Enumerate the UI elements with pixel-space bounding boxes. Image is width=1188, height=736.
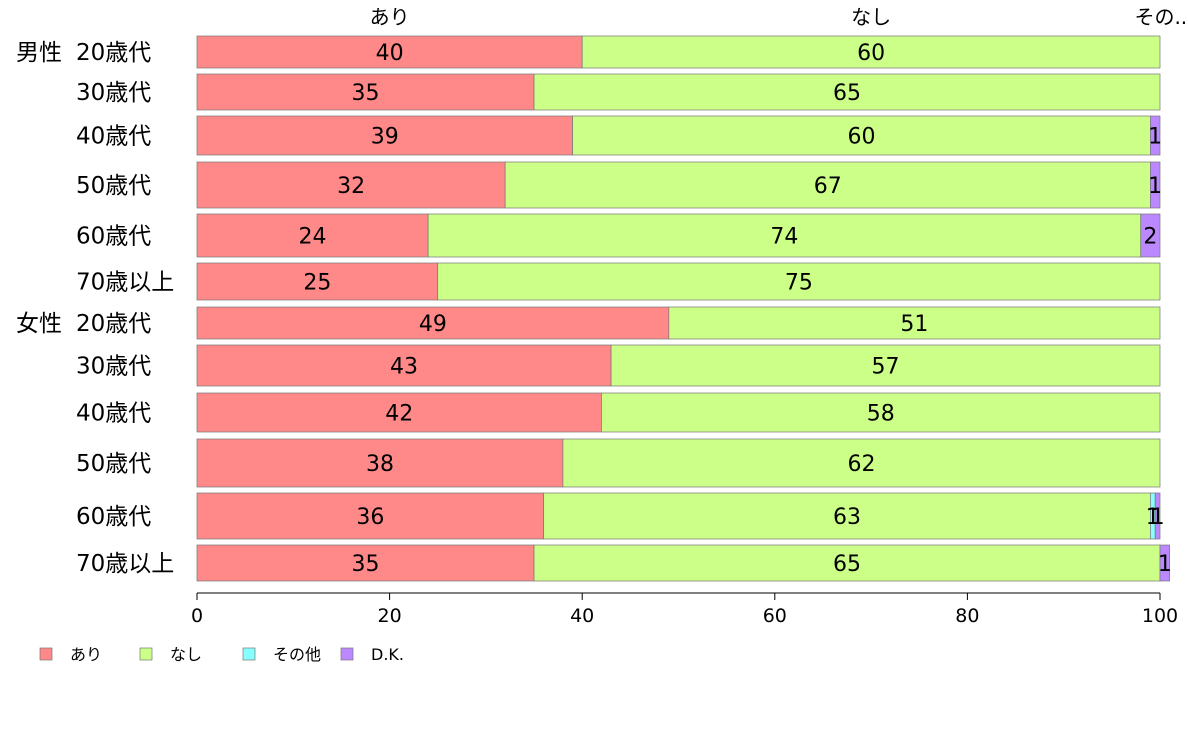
data-label-あり-5: 24 — [299, 225, 327, 250]
bar-あり-8 — [196, 344, 612, 387]
legend-swatch-D.K. — [340, 647, 354, 661]
category-label-6: 70歳以上 — [76, 270, 174, 296]
legend: あり なし その他 D.K. — [39, 645, 404, 664]
legend-swatch-その他 — [242, 647, 256, 661]
x-tick-label-60: 60 — [763, 605, 787, 627]
data-label-あり-3: 39 — [371, 125, 399, 150]
data-label-なし-6: 75 — [785, 271, 813, 296]
category-label-8: 30歳代 — [76, 354, 151, 380]
data-label-あり-6: 25 — [303, 271, 331, 296]
data-label-なし-1: 60 — [857, 41, 885, 66]
data-label-なし-2: 65 — [833, 81, 861, 106]
bar-なし-10 — [562, 438, 1161, 488]
x-tick-label-20: 20 — [378, 605, 402, 627]
data-label-D.K.-11: 1 — [1151, 505, 1165, 530]
data-label-D.K.-12: 1 — [1158, 552, 1172, 577]
category-label-2: 30歳代 — [76, 80, 151, 106]
bar-あり-1 — [196, 35, 583, 69]
bar-あり-5 — [196, 213, 429, 258]
bar-あり-4 — [196, 161, 506, 209]
data-label-あり-10: 38 — [366, 452, 394, 477]
bar-D.K.-3 — [1150, 115, 1161, 156]
data-label-あり-7: 49 — [419, 312, 447, 337]
data-label-なし-10: 62 — [847, 452, 875, 477]
data-label-なし-5: 74 — [770, 225, 798, 250]
bar-なし-7 — [668, 306, 1161, 340]
bar-なし-1 — [581, 35, 1161, 69]
data-label-あり-4: 32 — [337, 174, 365, 199]
bars-layer: 40 60 35 65 39 60 1 32 67 1 24 74 2 25 75 49 51 43 57 42 58 3… — [196, 35, 1172, 582]
x-tick-label-80: 80 — [955, 605, 979, 627]
bar-あり-10 — [196, 438, 564, 488]
data-label-なし-4: 67 — [814, 174, 842, 199]
category-label-12: 70歳以上 — [76, 551, 174, 577]
bar-なし-6 — [437, 262, 1161, 301]
category-label-3: 40歳代 — [76, 124, 151, 150]
bar-なし-11 — [543, 492, 1151, 540]
x-axis: 0 20 40 60 80 100 — [191, 592, 1178, 627]
bar-あり-3 — [196, 115, 573, 156]
category-label-1: 20歳代 — [76, 40, 151, 66]
data-label-なし-9: 58 — [867, 402, 895, 427]
category-label-7: 20歳代 — [76, 311, 151, 337]
legend-label-なし: なし — [170, 645, 202, 664]
bar-なし-3 — [572, 115, 1151, 156]
bar-なし-5 — [427, 213, 1142, 258]
bar-D.K.-5 — [1140, 213, 1161, 258]
category-label-10: 50歳代 — [76, 451, 151, 477]
bar-なし-8 — [610, 344, 1161, 387]
category-label-11: 60歳代 — [76, 504, 151, 530]
data-label-あり-9: 42 — [385, 402, 413, 427]
data-label-なし-7: 51 — [900, 312, 928, 337]
bar-あり-9 — [196, 392, 602, 433]
bar-あり-6 — [196, 262, 439, 301]
data-label-あり-8: 43 — [390, 355, 418, 380]
data-label-あり-2: 35 — [352, 81, 380, 106]
legend-label-あり: あり — [70, 645, 102, 664]
x-tick-label-0: 0 — [191, 605, 203, 627]
bar-D.K.-12 — [1159, 544, 1170, 582]
bar-なし-12 — [533, 544, 1161, 582]
legend-label-D.K.: D.K. — [371, 645, 404, 664]
category-label-5: 60歳代 — [76, 224, 151, 250]
category-label-4: 50歳代 — [76, 173, 151, 199]
data-label-D.K.-5: 2 — [1143, 225, 1157, 250]
data-label-なし-11: 63 — [833, 505, 861, 530]
data-label-なし-3: 60 — [847, 125, 875, 150]
top-label-1: あり — [370, 5, 410, 29]
bar-なし-9 — [601, 392, 1161, 433]
top-label-3: その... — [1134, 5, 1188, 29]
legend-label-その他: その他 — [273, 645, 321, 664]
data-label-なし-12: 65 — [833, 552, 861, 577]
top-label-2: なし — [851, 5, 891, 29]
top-labels: あり なし その... — [370, 5, 1188, 29]
group-label: 男性 — [16, 40, 62, 66]
x-tick-label-100: 100 — [1142, 605, 1178, 627]
group-label: 女性 — [16, 311, 62, 337]
data-label-なし-8: 57 — [872, 355, 900, 380]
bar-D.K.-11 — [1154, 492, 1161, 540]
data-label-D.K.-4: 1 — [1148, 174, 1162, 199]
bar-D.K.-4 — [1150, 161, 1161, 209]
data-label-D.K.-3: 1 — [1148, 125, 1162, 150]
bar-なし-4 — [504, 161, 1151, 209]
bar-あり-2 — [196, 73, 535, 111]
bar-あり-7 — [196, 306, 670, 340]
x-tick-label-40: 40 — [570, 605, 594, 627]
category-label-9: 40歳代 — [76, 401, 151, 427]
data-label-あり-11: 36 — [356, 505, 384, 530]
data-label-あり-1: 40 — [376, 41, 404, 66]
bar-あり-12 — [196, 544, 535, 582]
legend-swatch-なし — [139, 647, 153, 661]
legend-swatch-あり — [39, 647, 53, 661]
bar-なし-2 — [533, 73, 1161, 111]
bar-あり-11 — [196, 492, 545, 540]
data-label-あり-12: 35 — [352, 552, 380, 577]
